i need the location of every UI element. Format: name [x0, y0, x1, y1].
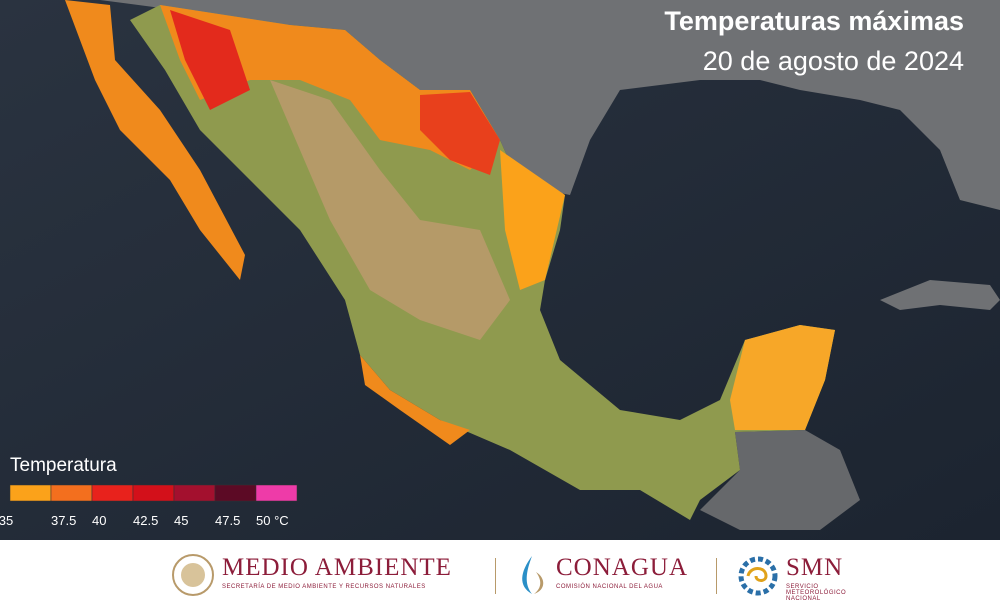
agency-name: SMN — [786, 554, 844, 581]
usa-land — [100, 0, 1000, 210]
agency-name: CONAGUA — [556, 554, 688, 581]
agency-subtitle: SECRETARÍA DE MEDIO AMBIENTE Y RECURSOS … — [222, 584, 426, 590]
baja-california — [65, 0, 245, 280]
legend-swatch — [50, 484, 93, 502]
central-america — [700, 430, 860, 530]
footer: MEDIO AMBIENTE SECRETARÍA DE MEDIO AMBIE… — [0, 540, 1000, 608]
emblem — [172, 554, 214, 596]
hot-zone-tamaulipas — [500, 150, 565, 290]
legend-label: 35 — [0, 513, 13, 528]
legend-swatch — [173, 484, 216, 502]
smn-logo — [738, 556, 778, 596]
conagua-logo — [522, 556, 544, 594]
hot-zone-north — [160, 5, 500, 170]
hot-zone-pacific — [360, 355, 470, 445]
plateau — [270, 80, 510, 340]
map: Temperaturas máximas 20 de agosto de 202… — [0, 0, 1000, 540]
legend-label: 50 °C — [256, 513, 289, 528]
legend: 35 37.5 40 42.5 45 47.5 50 °C — [0, 484, 298, 528]
legend-title: Temperatura — [10, 455, 117, 476]
legend-swatch — [9, 484, 52, 502]
agency-name: MEDIO AMBIENTE — [222, 554, 452, 581]
map-subtitle: 20 de agosto de 2024 — [703, 46, 964, 76]
separator — [716, 558, 717, 594]
hot-zone-northeast — [420, 92, 500, 175]
cuba — [880, 280, 1000, 310]
legend-swatch — [132, 484, 175, 502]
separator — [495, 558, 496, 594]
legend-label: 37.5 — [51, 513, 76, 528]
agency-subtitle: COMISIÓN NACIONAL DEL AGUA — [556, 584, 663, 590]
legend-swatch — [255, 484, 298, 502]
legend-label: 45 — [174, 513, 188, 528]
map-title: Temperaturas máximas — [664, 6, 964, 36]
agency-subtitle: SERVICIO METEOROLÓGICO NACIONAL — [786, 584, 847, 602]
legend-swatch — [91, 484, 134, 502]
legend-label: 42.5 — [133, 513, 158, 528]
legend-swatch — [214, 484, 257, 502]
legend-label: 47.5 — [215, 513, 240, 528]
hot-zone-yucatan — [730, 325, 835, 430]
legend-label: 40 — [92, 513, 106, 528]
hot-zone-sonora — [170, 10, 250, 110]
